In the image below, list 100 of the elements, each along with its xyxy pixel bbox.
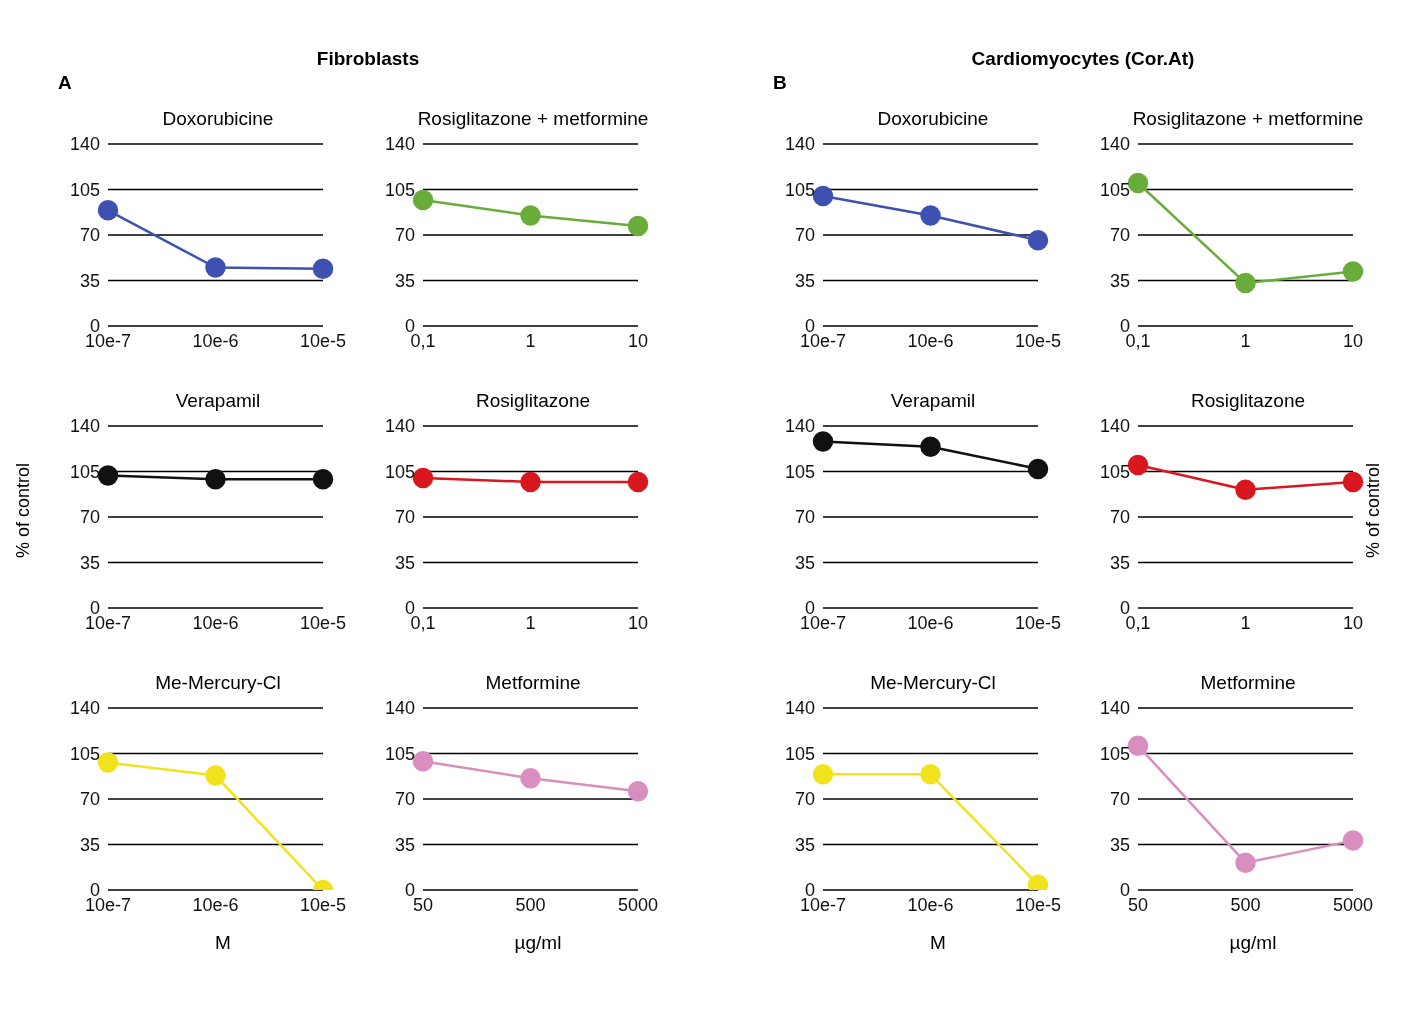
point (312, 258, 334, 280)
x-tick-label: 50 (1127, 894, 1149, 915)
x-tick-label: 10 (1342, 612, 1364, 633)
point (627, 215, 649, 237)
y-tick-label: 35 (1109, 270, 1130, 291)
x-tick-label: 10e-5 (1014, 330, 1062, 351)
y-tick-label: 140 (784, 698, 815, 719)
point (1027, 458, 1049, 480)
text: Cardiomyocytes (Cor.At) (970, 48, 1196, 70)
y-tick-label: 105 (1099, 461, 1130, 482)
y-tick-label: 70 (394, 225, 415, 246)
y-tick-label: 35 (794, 270, 815, 291)
chart-title: Doxorubicine (161, 108, 275, 131)
chart-title: Me-Mercury-Cl (154, 672, 282, 695)
y-tick-label: 35 (394, 552, 415, 573)
y-tick-label: 70 (394, 507, 415, 528)
x-tick-label: 10e-6 (907, 894, 954, 915)
chart-title: Metformine (1199, 672, 1297, 695)
x-tick-label: 10e-6 (192, 612, 239, 633)
y-tick-label: 0 (1119, 880, 1130, 901)
y-axis-title: % of control (12, 462, 34, 561)
y-tick-label: 105 (384, 179, 415, 200)
y-tick-label: 140 (784, 416, 815, 437)
x-tick-label: 10e-6 (192, 894, 239, 915)
point (520, 767, 541, 789)
y-tick-label: 35 (394, 834, 415, 855)
x-tick-label: 10 (1342, 330, 1364, 351)
chart-title: Metformine (484, 672, 582, 695)
point (812, 431, 834, 452)
y-tick-label: 105 (69, 461, 100, 482)
y-tick-label: 35 (394, 270, 415, 291)
y-tick-label: 35 (1109, 552, 1130, 573)
x-tick-label: 1 (1240, 330, 1251, 351)
y-tick-label: 140 (69, 416, 100, 437)
y-tick-label: 105 (784, 743, 815, 764)
x-tick-label: 10 (627, 330, 649, 351)
point (205, 257, 226, 278)
point (1235, 272, 1256, 294)
chart-title: Rosiglitazone (474, 390, 592, 413)
point (920, 205, 941, 226)
x-tick-label: 10e-6 (907, 612, 954, 633)
y-tick-label: 35 (794, 552, 815, 573)
y-tick-label: 140 (1099, 698, 1130, 719)
x-axis-title: µg/ml (513, 932, 563, 954)
x-axis-title: µg/ml (1228, 932, 1278, 954)
x-tick-label: 1 (1240, 612, 1251, 633)
x-tick-label: 10 (627, 612, 649, 633)
y-tick-label: 140 (69, 698, 100, 719)
chart-title: Verapamil (889, 390, 977, 413)
text: Fibroblasts (315, 48, 421, 70)
point (920, 436, 941, 458)
point (520, 205, 541, 226)
y-tick-label: 35 (79, 270, 100, 291)
y-tick-label: 105 (1099, 743, 1130, 764)
x-tick-label: 500 (1230, 894, 1261, 915)
y-tick-label: 35 (79, 834, 100, 855)
y-tick-label: 105 (69, 743, 100, 764)
y-tick-label: 140 (784, 134, 815, 155)
y-tick-label: 0 (404, 880, 415, 901)
chart-title: Rosiglitazone + metformine (1131, 108, 1365, 131)
x-tick-label: 10e-6 (192, 330, 239, 351)
x-tick-label: 10e-5 (299, 330, 347, 351)
x-tick-label: 50 (412, 894, 434, 915)
point (97, 200, 119, 221)
y-tick-label: 70 (1109, 225, 1130, 246)
text: A (58, 72, 72, 94)
x-tick-label: 10e-5 (299, 894, 347, 915)
y-tick-label: 70 (394, 789, 415, 810)
x-tick-label: 500 (515, 894, 546, 915)
x-tick-label: 5000 (1332, 894, 1374, 915)
y-axis-title: % of control (1362, 462, 1384, 561)
y-tick-label: 70 (79, 225, 100, 246)
y-tick-label: 140 (384, 416, 415, 437)
y-tick-label: 70 (1109, 507, 1130, 528)
point (1235, 852, 1256, 873)
text: B (773, 72, 787, 94)
x-tick-label: 10e-5 (1014, 894, 1062, 915)
x-axis-title: M (214, 932, 232, 954)
x-tick-label: 10e-6 (907, 330, 954, 351)
y-tick-label: 105 (384, 461, 415, 482)
point (1235, 479, 1256, 500)
point (205, 765, 226, 786)
chart-title: Verapamil (174, 390, 262, 413)
chart-title: Rosiglitazone (1189, 390, 1307, 413)
point (1027, 229, 1049, 251)
y-tick-label: 105 (69, 179, 100, 200)
point (627, 780, 649, 802)
y-tick-label: 70 (79, 507, 100, 528)
x-tick-label: 5000 (617, 894, 659, 915)
chart-title: Rosiglitazone + metformine (416, 108, 650, 131)
x-tick-label: 10e-5 (1014, 612, 1062, 633)
point (1342, 471, 1364, 493)
y-tick-label: 105 (384, 743, 415, 764)
y-tick-label: 70 (794, 789, 815, 810)
y-tick-label: 140 (1099, 416, 1130, 437)
y-tick-label: 35 (1109, 834, 1130, 855)
point (1342, 830, 1364, 851)
y-tick-label: 105 (784, 461, 815, 482)
y-tick-label: 70 (79, 789, 100, 810)
y-tick-label: 105 (784, 179, 815, 200)
